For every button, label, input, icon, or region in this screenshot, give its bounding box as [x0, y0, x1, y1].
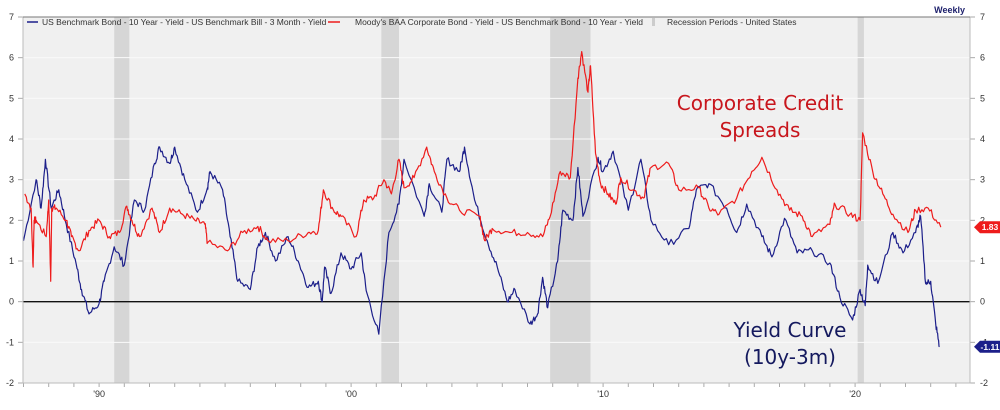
annotation-credit-line2: Spreads	[720, 118, 801, 142]
y-tick-label-right: 0	[980, 297, 985, 307]
y-tick-label-left: -1	[6, 337, 14, 347]
y-tick-label-left: 6	[9, 53, 14, 63]
y-tick-label-left: 1	[9, 256, 14, 266]
annotation-yield-curve: Yield Curve (10y-3m)	[733, 318, 847, 369]
y-tick-label-right: 2	[980, 215, 985, 225]
y-tick-label-left: 5	[9, 93, 14, 103]
frequency-label: Weekly	[934, 5, 965, 15]
y-tick-label-right: 6	[980, 53, 985, 63]
annotation-credit-spreads: Corporate Credit Spreads	[677, 91, 844, 142]
y-tick-label-left: 3	[9, 175, 14, 185]
legend-label-recession: Recession Periods - United States	[667, 17, 796, 27]
legend-swatch-recession	[652, 18, 655, 26]
y-tick-label-left: 7	[9, 12, 14, 22]
last-value-label-credit: 1.83	[982, 222, 999, 232]
annotation-curve-line1: Yield Curve	[733, 318, 847, 342]
y-tick-label-right: -2	[980, 378, 988, 388]
y-tick-label-right: 3	[980, 175, 985, 185]
y-tick-label-right: 4	[980, 134, 985, 144]
legend-label-curve: US Benchmark Bond - 10 Year - Yield - US…	[42, 17, 327, 27]
x-tick-label: '90	[93, 389, 105, 399]
last-value-label-curve: -1.11	[981, 342, 1000, 352]
series-line-curve	[22, 146, 940, 348]
y-tick-label-right: 7	[980, 12, 985, 22]
series-line-credit	[24, 50, 942, 282]
legend-label-credit: Moody's BAA Corporate Bond - Yield - US …	[355, 17, 643, 27]
last-value-tag-credit	[974, 221, 1000, 234]
y-tick-label-right: 5	[980, 93, 985, 103]
x-tick-label: '00	[345, 389, 357, 399]
x-tick-label: '10	[597, 389, 609, 399]
y-tick-label-left: 0	[9, 297, 14, 307]
legend: US Benchmark Bond - 10 Year - Yield - US…	[27, 17, 796, 27]
recession-band	[550, 17, 591, 383]
y-tick-label-left: 2	[9, 215, 14, 225]
y-tick-label-right: 1	[980, 256, 985, 266]
annotation-curve-line2: (10y-3m)	[744, 345, 836, 369]
last-value-tag-curve	[974, 340, 1000, 353]
recession-band	[381, 17, 399, 383]
y-tick-label-left: 4	[9, 134, 14, 144]
annotation-credit-line1: Corporate Credit	[677, 91, 844, 115]
x-tick-label: '20	[849, 389, 861, 399]
y-tick-label-left: -2	[6, 378, 14, 388]
recession-band	[114, 17, 130, 383]
plot-background	[23, 17, 970, 383]
